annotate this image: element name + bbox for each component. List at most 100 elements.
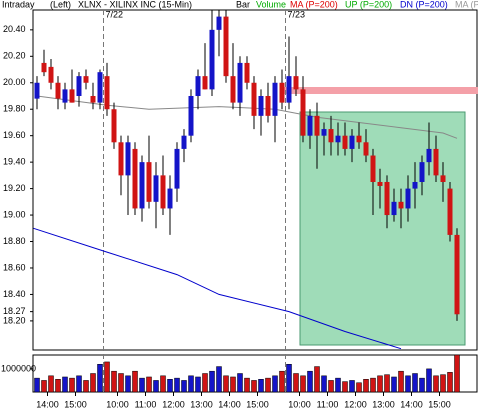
volume-bar <box>90 373 96 393</box>
volume-bar <box>335 377 341 393</box>
y-tick-label: 20.20 <box>3 51 26 61</box>
candle-body <box>132 148 138 209</box>
candle-body <box>160 175 166 209</box>
volume-bar <box>349 380 355 393</box>
candle-body <box>209 29 215 90</box>
candle-body <box>125 142 131 176</box>
volume-bar <box>377 375 383 393</box>
volume-bar <box>237 373 243 393</box>
volume-bar <box>76 375 82 393</box>
header-label: DN (P=200) <box>400 0 448 9</box>
volume-bar <box>279 370 285 393</box>
volume-bar <box>412 373 418 393</box>
volume-bar <box>391 376 397 393</box>
y-tick-label: 18.60 <box>3 262 26 272</box>
candle-body <box>83 76 89 83</box>
candle-body <box>370 155 376 182</box>
highlight-box <box>299 111 466 346</box>
volume-bar <box>300 375 306 393</box>
volume-bar <box>454 354 460 393</box>
candle-body <box>111 109 117 143</box>
volume-bar <box>160 375 166 393</box>
plot-frame <box>32 9 478 351</box>
volume-bar <box>426 368 432 393</box>
volume-bar <box>188 375 194 393</box>
volume-bar <box>209 370 215 393</box>
candle-body <box>398 201 404 209</box>
candle-body <box>314 115 320 136</box>
candle-body <box>272 82 278 116</box>
candle-body <box>258 95 264 116</box>
candle-body <box>356 135 362 143</box>
candle-body <box>174 148 180 189</box>
date-label: 7/23 <box>288 9 306 19</box>
volume-bar <box>440 374 446 393</box>
volume-bar <box>272 375 278 393</box>
volume-bar <box>244 377 250 393</box>
header-label: MA (P=200) <box>455 0 478 9</box>
candle-body <box>293 76 299 90</box>
candle-body <box>349 135 355 149</box>
candle-body <box>139 162 145 209</box>
candle-body <box>251 82 257 116</box>
candle-body <box>230 76 236 103</box>
candle-body <box>300 89 306 136</box>
candle-body <box>412 181 418 189</box>
volume-bar <box>118 373 124 393</box>
volume-bar <box>139 377 145 393</box>
y-tick-label: 20.00 <box>3 77 26 87</box>
candle-body <box>195 76 201 96</box>
candle-body <box>202 76 208 90</box>
x-tick-label: 15:00 <box>64 399 87 409</box>
candle-body <box>97 72 103 103</box>
candle-body <box>34 82 40 99</box>
volume-bar <box>55 379 61 393</box>
volume-bar <box>111 370 117 393</box>
volume-bar <box>41 380 47 393</box>
y-tick-label: 19.80 <box>3 104 26 114</box>
x-tick-label: 14:00 <box>218 399 241 409</box>
y-tick-label: 19.20 <box>3 183 26 193</box>
price-band <box>280 87 478 94</box>
candle-body <box>286 76 292 103</box>
candle-body <box>321 129 327 136</box>
volume-tick-label: 1000000 <box>1 363 36 373</box>
candle-body <box>447 188 453 235</box>
volume-bar <box>146 376 152 393</box>
candle-body <box>55 82 61 99</box>
candle-body <box>328 129 334 143</box>
candle-body <box>69 89 75 103</box>
y-tick-label: 19.40 <box>3 157 26 167</box>
volume-bar <box>174 377 180 393</box>
volume-bar <box>363 379 369 393</box>
x-tick-label: 13:00 <box>372 399 395 409</box>
candle-body <box>342 135 348 149</box>
volume-bar <box>62 376 68 393</box>
candle-body <box>118 142 124 176</box>
candle-body <box>223 16 229 77</box>
candle-body <box>216 16 222 30</box>
volume-bar <box>223 375 229 393</box>
volume-bar <box>384 374 390 393</box>
candle-body <box>76 76 82 96</box>
volume-bar <box>328 380 334 393</box>
candle-body <box>307 115 313 136</box>
volume-bar <box>447 372 453 393</box>
y-tick-label: 19.00 <box>3 209 26 219</box>
volume-bar <box>97 364 103 393</box>
candle-body <box>433 148 439 176</box>
volume-bar <box>69 377 75 393</box>
volume-bar <box>293 373 299 393</box>
y-tick-label: 18.80 <box>3 236 26 246</box>
candle-body <box>181 135 187 149</box>
volume-bar <box>167 379 173 393</box>
candle-body <box>167 188 173 209</box>
x-tick-label: 12:00 <box>162 399 185 409</box>
x-tick-label: 14:00 <box>36 399 59 409</box>
volume-bar <box>230 376 236 393</box>
volume-bar <box>125 375 131 393</box>
candle-body <box>377 181 383 186</box>
volume-bar <box>356 382 362 393</box>
header-label: MA (P=200) <box>290 0 338 9</box>
